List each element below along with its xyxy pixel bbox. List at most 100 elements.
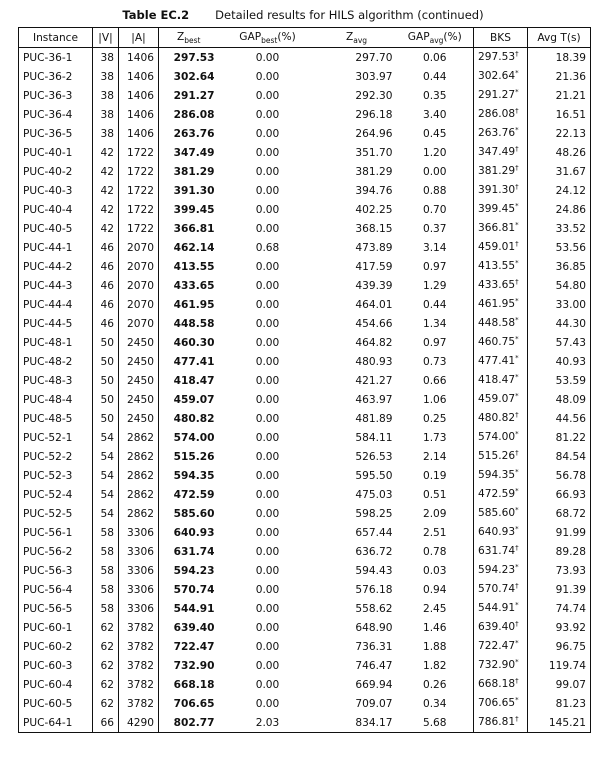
cell-instance: PUC-60-5 bbox=[18, 694, 93, 713]
cell-gapavg: 0.97 bbox=[396, 257, 474, 276]
cell-zavg: 473.89 bbox=[355, 241, 393, 254]
cell-gapbest: 0.00 bbox=[255, 336, 280, 349]
bks-marker: † bbox=[515, 677, 519, 685]
bks-marker: * bbox=[515, 373, 519, 381]
cell-time: 53.56 bbox=[527, 238, 591, 257]
table-row: PUC-36-2 38 1406 302.64 0.00 303.97 0.44 302.64… bbox=[18, 67, 591, 86]
header-a: |A| bbox=[118, 27, 159, 48]
cell-zavg: 303.97 bbox=[355, 70, 393, 83]
cell-zbest: 302.64 bbox=[173, 70, 215, 83]
cell-instance: PUC-40-1 bbox=[18, 143, 93, 162]
table-label: Table EC.2 bbox=[122, 8, 190, 22]
cell-instance: PUC-48-2 bbox=[18, 352, 93, 371]
cell-zavg: 421.27 bbox=[355, 374, 393, 387]
cell-instance: PUC-56-4 bbox=[18, 580, 93, 599]
cell-bks: 594.35* bbox=[473, 466, 528, 485]
cell-zavg: 576.18 bbox=[355, 583, 393, 596]
table-row: PUC-52-2 54 2862 515.26 0.00 526.53 2.14 515.26… bbox=[18, 447, 591, 466]
bks-marker: † bbox=[515, 107, 519, 115]
bks-marker: * bbox=[515, 506, 519, 514]
cell-zavg: 594.43 bbox=[355, 564, 393, 577]
cell-instance: PUC-48-4 bbox=[18, 390, 93, 409]
table-row: PUC-48-1 50 2450 460.30 0.00 464.82 0.97 460.75… bbox=[18, 333, 591, 352]
cell-v: 58 bbox=[92, 599, 119, 618]
cell-a: 2070 bbox=[118, 295, 159, 314]
cell-time: 44.56 bbox=[527, 409, 591, 428]
cell-zbest: 291.27 bbox=[173, 89, 215, 102]
cell-gapavg: 2.14 bbox=[396, 447, 474, 466]
cell-bks: 706.65* bbox=[473, 694, 528, 713]
cell-bks: 594.23* bbox=[473, 561, 528, 580]
cell-instance: PUC-52-4 bbox=[18, 485, 93, 504]
cell-gapavg: 0.70 bbox=[396, 200, 474, 219]
cell-bks: 286.08† bbox=[473, 105, 528, 124]
cell-gapbest: 0.68 bbox=[255, 241, 280, 254]
table-row: PUC-44-1 46 2070 462.14 0.68 473.89 3.14 459.01… bbox=[18, 238, 591, 257]
table-row: PUC-60-5 62 3782 706.65 0.00 709.07 0.34 706.65… bbox=[18, 694, 591, 713]
cell-gapbest: 0.00 bbox=[255, 450, 280, 463]
cell-zavg: 292.30 bbox=[355, 89, 393, 102]
cell-instance: PUC-36-2 bbox=[18, 67, 93, 86]
cell-a: 1406 bbox=[118, 67, 159, 86]
cell-time: 81.23 bbox=[527, 694, 591, 713]
cell-v: 42 bbox=[92, 143, 119, 162]
bks-marker: † bbox=[515, 544, 519, 552]
bks-marker: † bbox=[515, 278, 519, 286]
cell-time: 93.92 bbox=[527, 618, 591, 637]
bks-value: 413.55 bbox=[478, 260, 516, 272]
cell-zbest: 594.23 bbox=[173, 564, 215, 577]
cell-gapbest: 0.00 bbox=[255, 393, 280, 406]
cell-gapbest: 0.00 bbox=[255, 203, 280, 216]
cell-gapbest: 0.00 bbox=[255, 317, 280, 330]
cell-bks: 461.95* bbox=[473, 295, 528, 314]
cell-time: 84.54 bbox=[527, 447, 591, 466]
cell-zbest: 347.49 bbox=[173, 146, 215, 159]
cell-instance: PUC-56-2 bbox=[18, 542, 93, 561]
bks-marker: * bbox=[515, 525, 519, 533]
table-row: PUC-44-5 46 2070 448.58 0.00 454.66 1.34 448.58… bbox=[18, 314, 591, 333]
cell-gapavg: 2.09 bbox=[396, 504, 474, 523]
cell-zbest: 418.47 bbox=[173, 374, 215, 387]
cell-bks: 459.01† bbox=[473, 238, 528, 257]
cell-time: 36.85 bbox=[527, 257, 591, 276]
cell-gapbest: 0.00 bbox=[255, 564, 280, 577]
cell-a: 1722 bbox=[118, 143, 159, 162]
cell-gapavg: 0.66 bbox=[396, 371, 474, 390]
cell-v: 66 bbox=[92, 713, 119, 733]
cell-zavg: 351.70 bbox=[355, 146, 393, 159]
bks-marker: * bbox=[515, 221, 519, 229]
cell-zbest: 448.58 bbox=[173, 317, 215, 330]
cell-a: 4290 bbox=[118, 713, 159, 733]
cell-time: 44.30 bbox=[527, 314, 591, 333]
bks-value: 461.95 bbox=[478, 298, 516, 310]
cell-a: 2070 bbox=[118, 314, 159, 333]
bks-marker: * bbox=[515, 696, 519, 704]
table-row: PUC-52-3 54 2862 594.35 0.00 595.50 0.19 594.35… bbox=[18, 466, 591, 485]
bks-marker: * bbox=[515, 392, 519, 400]
cell-gapavg: 1.82 bbox=[396, 656, 474, 675]
bks-value: 515.26 bbox=[478, 450, 516, 462]
table-title: Detailed results for HILS algorithm (con… bbox=[215, 8, 484, 22]
cell-zavg: 439.39 bbox=[355, 279, 393, 292]
table-row: PUC-56-5 58 3306 544.91 0.00 558.62 2.45 544.91… bbox=[18, 599, 591, 618]
cell-a: 1406 bbox=[118, 124, 159, 143]
bks-value: 391.30 bbox=[478, 184, 516, 196]
table-row: PUC-56-4 58 3306 570.74 0.00 576.18 0.94 570.74… bbox=[18, 580, 591, 599]
cell-zbest: 381.29 bbox=[173, 165, 215, 178]
bks-value: 570.74 bbox=[478, 583, 516, 595]
cell-time: 81.22 bbox=[527, 428, 591, 447]
bks-value: 472.59 bbox=[478, 488, 516, 500]
bks-value: 594.23 bbox=[478, 564, 516, 576]
bks-value: 263.76 bbox=[478, 127, 516, 139]
cell-zbest: 802.77 bbox=[158, 713, 219, 733]
table-row: PUC-56-2 58 3306 631.74 0.00 636.72 0.78 631.74… bbox=[18, 542, 591, 561]
cell-v: 62 bbox=[92, 675, 119, 694]
cell-gapbest: 2.03 bbox=[218, 713, 317, 733]
table-row: PUC-60-3 62 3782 732.90 0.00 746.47 1.82 732.90… bbox=[18, 656, 591, 675]
bks-value: 477.41 bbox=[478, 355, 516, 367]
cell-gapavg: 0.26 bbox=[396, 675, 474, 694]
cell-zavg: 417.59 bbox=[355, 260, 393, 273]
cell-gapbest: 0.00 bbox=[255, 184, 280, 197]
cell-a: 2070 bbox=[118, 238, 159, 257]
cell-zbest: 480.82 bbox=[173, 412, 215, 425]
